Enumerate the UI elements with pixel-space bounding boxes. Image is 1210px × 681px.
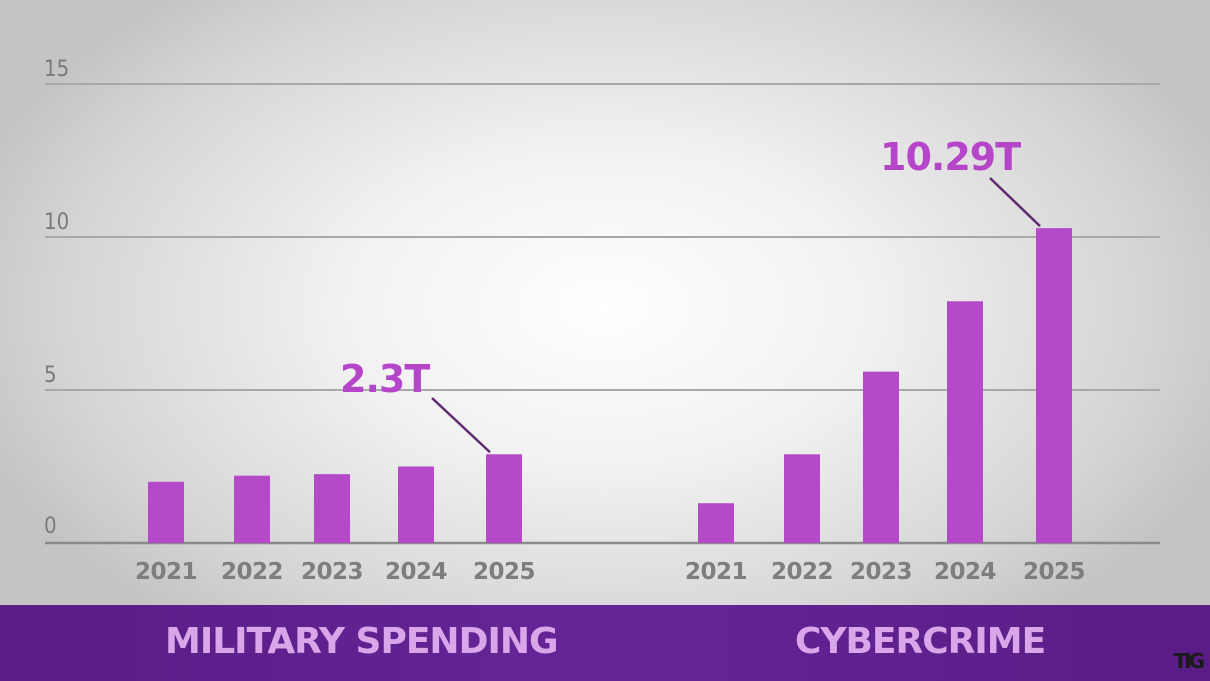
x-tick-0-2025: 2025 <box>473 559 535 585</box>
military-spending-label: MILITARY SPENDING <box>165 621 559 662</box>
bar-1-2024 <box>947 301 983 543</box>
x-tick-1-2025: 2025 <box>1023 559 1085 585</box>
callout-label-0: 2.3T <box>340 357 430 401</box>
callout-leader-0 <box>431 397 491 454</box>
y-tick-5: 5 <box>44 363 57 388</box>
callout-label-1: 10.29T <box>880 135 1021 179</box>
x-tick-0-2023: 2023 <box>301 559 363 585</box>
bar-0-2025 <box>486 454 522 543</box>
bar-1-2023 <box>863 371 899 543</box>
callout-leader-1 <box>989 177 1041 228</box>
y-tick-15: 15 <box>44 57 69 82</box>
bars <box>148 228 1072 543</box>
bar-1-2022 <box>784 454 820 543</box>
x-tick-0-2022: 2022 <box>221 559 283 585</box>
bar-1-2025 <box>1036 228 1072 543</box>
x-tick-1-2022: 2022 <box>771 559 833 585</box>
channel-logo: TIG <box>1173 649 1205 673</box>
x-tick-0-2021: 2021 <box>135 559 197 585</box>
x-axis-ticks: 2021 2022 2023 2024 2025 2021 2022 2023 2024 2025 <box>135 559 1086 585</box>
bar-0-2024 <box>398 466 434 543</box>
bar-0-2022 <box>234 475 270 543</box>
footer-bar: MILITARY SPENDING CYBERCRIME <box>0 605 1210 681</box>
bar-0-2021 <box>148 481 184 543</box>
y-tick-10: 10 <box>44 210 69 235</box>
cybercrime-label: CYBERCRIME <box>795 621 1046 662</box>
x-tick-1-2021: 2021 <box>685 559 747 585</box>
y-tick-0: 0 <box>44 514 57 539</box>
y-axis-ticks: 0 5 10 15 <box>44 57 69 539</box>
x-tick-0-2024: 2024 <box>385 559 447 585</box>
x-tick-1-2023: 2023 <box>850 559 912 585</box>
callouts: 2.3T 10.29T <box>340 135 1041 454</box>
x-tick-1-2024: 2024 <box>934 559 996 585</box>
bar-1-2021 <box>698 503 734 543</box>
bar-0-2023 <box>314 474 350 543</box>
